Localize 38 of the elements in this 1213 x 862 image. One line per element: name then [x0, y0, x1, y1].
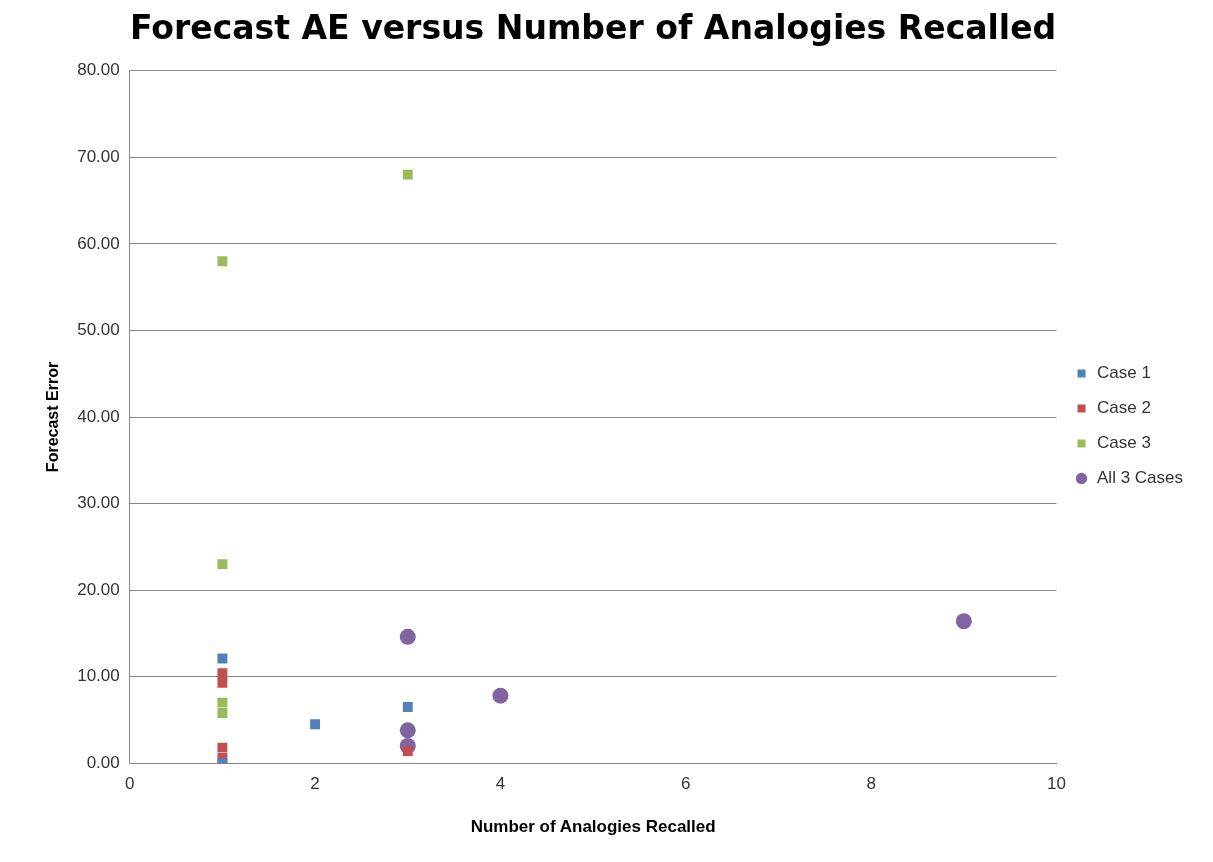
point: [217, 742, 228, 753]
x-tick-label: 6: [681, 774, 691, 794]
x-tick-label: 0: [125, 774, 135, 794]
y-tick-label: 0.00: [86, 752, 120, 772]
point: [217, 559, 228, 570]
point: [402, 746, 413, 757]
y-tick-label: 70.00: [77, 147, 120, 167]
point: [217, 668, 228, 679]
y-tick-label: 50.00: [77, 320, 120, 340]
point: [217, 697, 228, 708]
point: [492, 687, 509, 704]
y-axis-title: Forecast Error: [44, 361, 62, 473]
point: [402, 701, 413, 712]
point: [217, 653, 228, 664]
y-tick-label: 20.00: [77, 579, 120, 599]
point: [955, 613, 972, 630]
legend-label: Case 3: [1097, 433, 1151, 453]
x-tick-label: 2: [310, 774, 320, 794]
x-axis-title: Number of Analogies Recalled: [470, 817, 716, 837]
y-tick-label: 40.00: [77, 406, 120, 426]
legend-label: Case 1: [1097, 363, 1151, 383]
x-tick-label: 8: [866, 774, 876, 794]
point: [217, 256, 228, 267]
point: [402, 169, 413, 180]
legend-label: All 3 Cases: [1097, 468, 1183, 488]
y-tick-label: 30.00: [77, 493, 120, 513]
point: [217, 708, 228, 718]
legend-label: Case 2: [1097, 398, 1151, 418]
x-tick-label: 4: [495, 774, 506, 794]
chart-title: Forecast AE versus Number of Analogies Recalled: [129, 7, 1057, 48]
y-tick-label: 10.00: [77, 666, 120, 686]
point: [217, 677, 228, 688]
point: [399, 722, 416, 739]
point: [310, 719, 321, 730]
y-tick-label: 60.00: [77, 233, 120, 253]
point: [399, 628, 416, 645]
x-tick-label: 10: [1047, 774, 1066, 794]
y-tick-label: 80.00: [77, 60, 120, 80]
